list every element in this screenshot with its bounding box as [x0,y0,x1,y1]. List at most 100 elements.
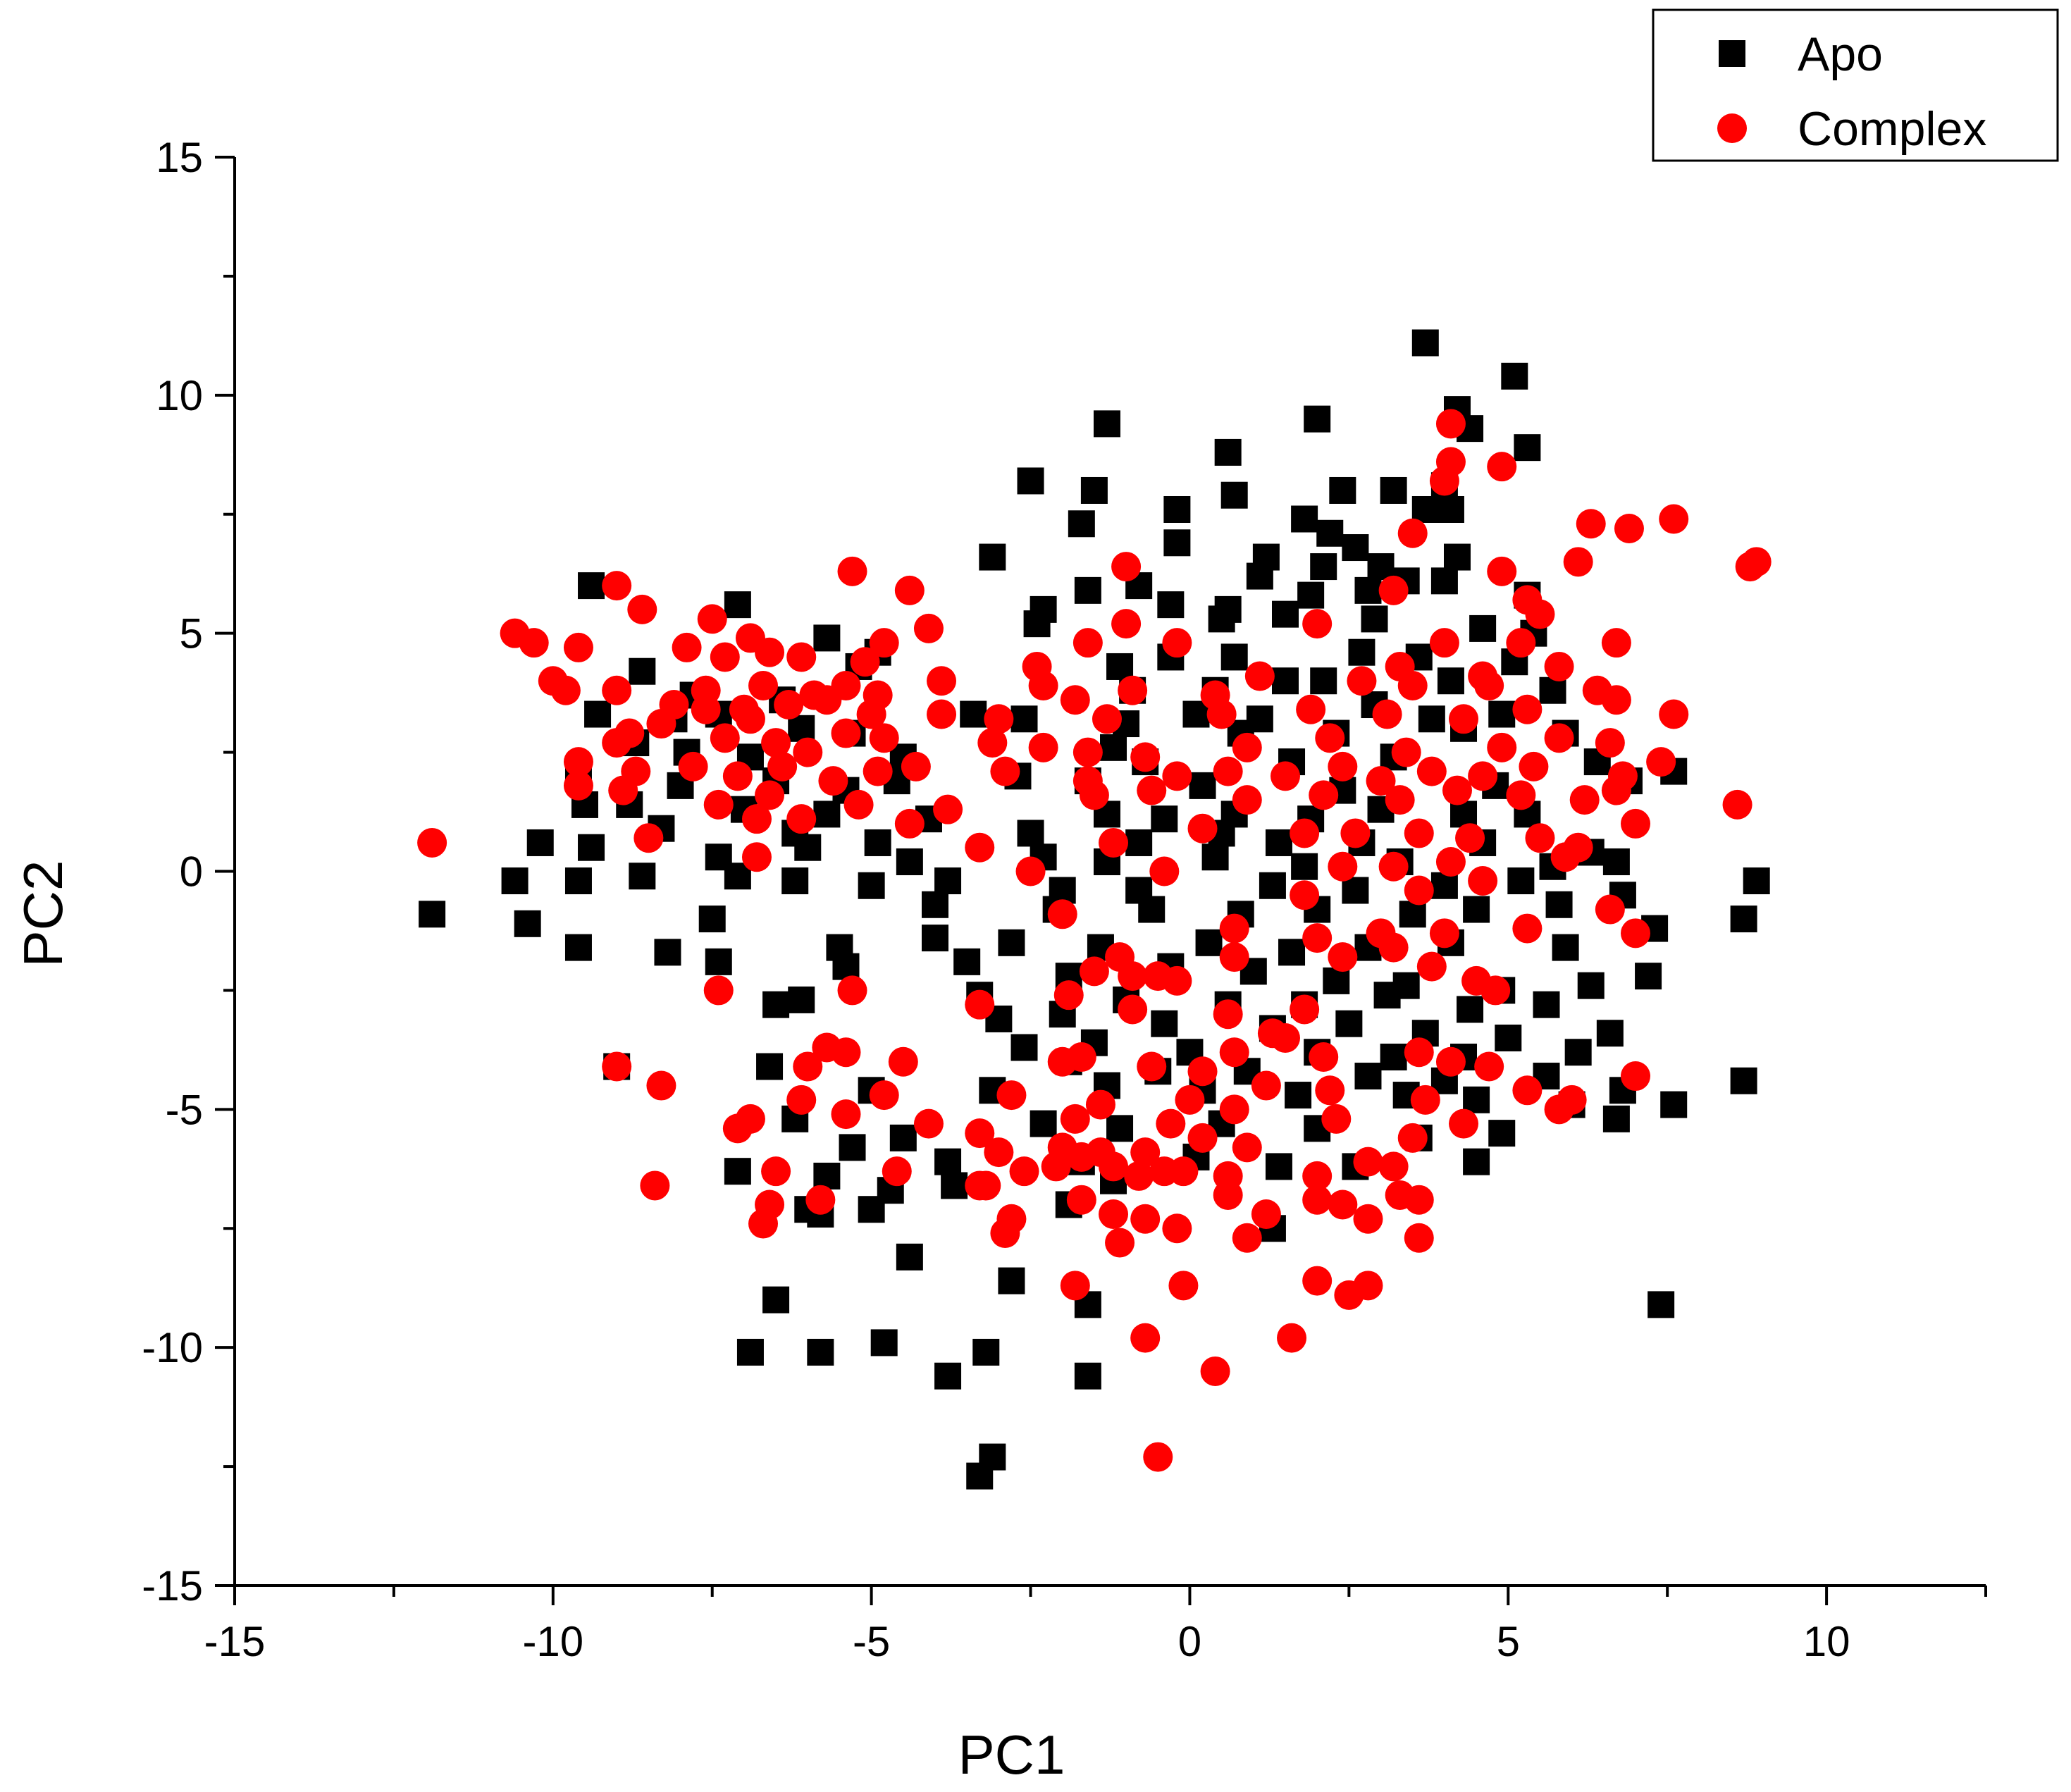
data-point-apo [1010,705,1038,733]
data-point-complex [563,770,593,801]
data-point-apo [1310,553,1337,581]
data-point-complex [1271,761,1300,791]
data-point-apo [998,929,1025,956]
data-point-complex [1512,913,1543,944]
data-point-apo [1285,1082,1312,1109]
data-point-complex [1290,994,1320,1025]
data-point-complex [1621,1061,1650,1092]
data-point-complex [1271,1022,1300,1053]
data-point-complex [1487,556,1517,586]
data-point-complex [812,685,842,715]
data-point-complex [869,628,899,658]
data-point-apo [1514,434,1541,462]
data-point-apo [654,939,681,966]
data-point-complex [1118,961,1148,991]
data-point-apo [1463,896,1490,923]
data-point-complex [755,780,785,810]
data-point-apo [1399,901,1426,928]
data-point-complex [1378,851,1409,882]
data-point-complex [818,766,848,796]
data-point-complex [913,613,944,643]
data-point-apo [839,1134,866,1161]
data-point-apo [1501,362,1528,390]
data-point-complex [1429,628,1459,658]
data-point-complex [1435,846,1466,877]
data-point-complex [901,751,931,781]
data-point-complex [1302,1161,1333,1191]
data-point-complex [1309,780,1339,810]
data-point-complex [1028,670,1058,700]
data-point-complex [1429,466,1459,496]
data-point-apo [1214,595,1242,623]
data-point-apo [578,572,605,600]
data-point-complex [1366,766,1396,796]
data-point-complex [1449,704,1479,734]
data-point-complex [1213,1180,1243,1210]
data-point-complex [563,632,593,662]
data-point-apo [705,948,732,975]
data-point-apo [864,829,891,856]
data-point-apo [1488,1120,1516,1147]
data-point-complex [1429,918,1459,948]
data-point-apo [858,872,885,899]
data-point-complex [1111,552,1142,582]
data-point-complex [1328,1189,1358,1220]
series-apo [419,329,1770,1490]
data-point-complex [1563,547,1593,577]
data-point-complex [1550,842,1581,872]
data-point-complex [805,1185,836,1215]
data-point-complex [1328,751,1358,781]
data-point-apo [629,657,656,685]
data-point-apo [1342,877,1369,904]
data-point-complex [1187,1123,1218,1153]
data-point-apo [1214,438,1242,466]
data-point-complex [1404,875,1434,906]
data-point-apo [1602,1105,1630,1132]
data-point-complex [831,718,861,748]
data-point-complex [1378,1151,1409,1182]
x-tick-label: -5 [853,1618,890,1665]
data-point-apo [1106,1115,1134,1142]
data-point-apo [1329,476,1356,504]
data-point-complex [1328,942,1358,972]
data-point-complex [894,808,925,839]
data-point-apo [1068,510,1095,538]
data-point-complex [831,1099,861,1130]
data-point-apo [1577,972,1605,999]
data-point-complex [1187,1056,1218,1087]
legend-marker-apo [1719,40,1745,67]
axes: -15 -10 -5 0 5 10 15 10 5 0 -5 -10 -15 PC1 PC2 [12,134,1987,1786]
data-point-complex [850,647,880,677]
data-point-complex [774,690,804,720]
data-point-complex [1219,913,1249,944]
data-point-complex [1404,1223,1434,1253]
data-point-complex [1347,666,1377,696]
data-point-complex [755,637,785,667]
data-point-apo [1125,829,1153,856]
data-point-complex [1130,1204,1161,1234]
data-point-apo [1564,1039,1592,1066]
y-tick-label: -5 [166,1086,203,1133]
data-point-complex [863,756,893,786]
data-point-complex [1009,1156,1039,1187]
data-point-apo [813,801,841,828]
data-point-complex [1111,609,1142,639]
data-point-apo [960,700,987,728]
data-point-complex [1213,999,1243,1030]
data-point-complex [1397,518,1428,548]
data-point-apo [1316,519,1344,547]
data-point-complex [1416,756,1447,786]
data-point-complex [767,751,798,781]
data-point-complex [1442,775,1472,805]
data-point-apo [934,1148,962,1175]
data-point-complex [1066,1042,1096,1073]
data-point-complex [1353,1204,1383,1234]
data-point-complex [856,699,886,729]
data-point-apo [1272,600,1299,628]
data-point-complex [927,666,957,696]
data-point-apo [1023,610,1051,638]
data-point-apo [1380,1044,1407,1071]
data-point-complex [1416,951,1447,982]
data-point-apo [1017,820,1044,847]
